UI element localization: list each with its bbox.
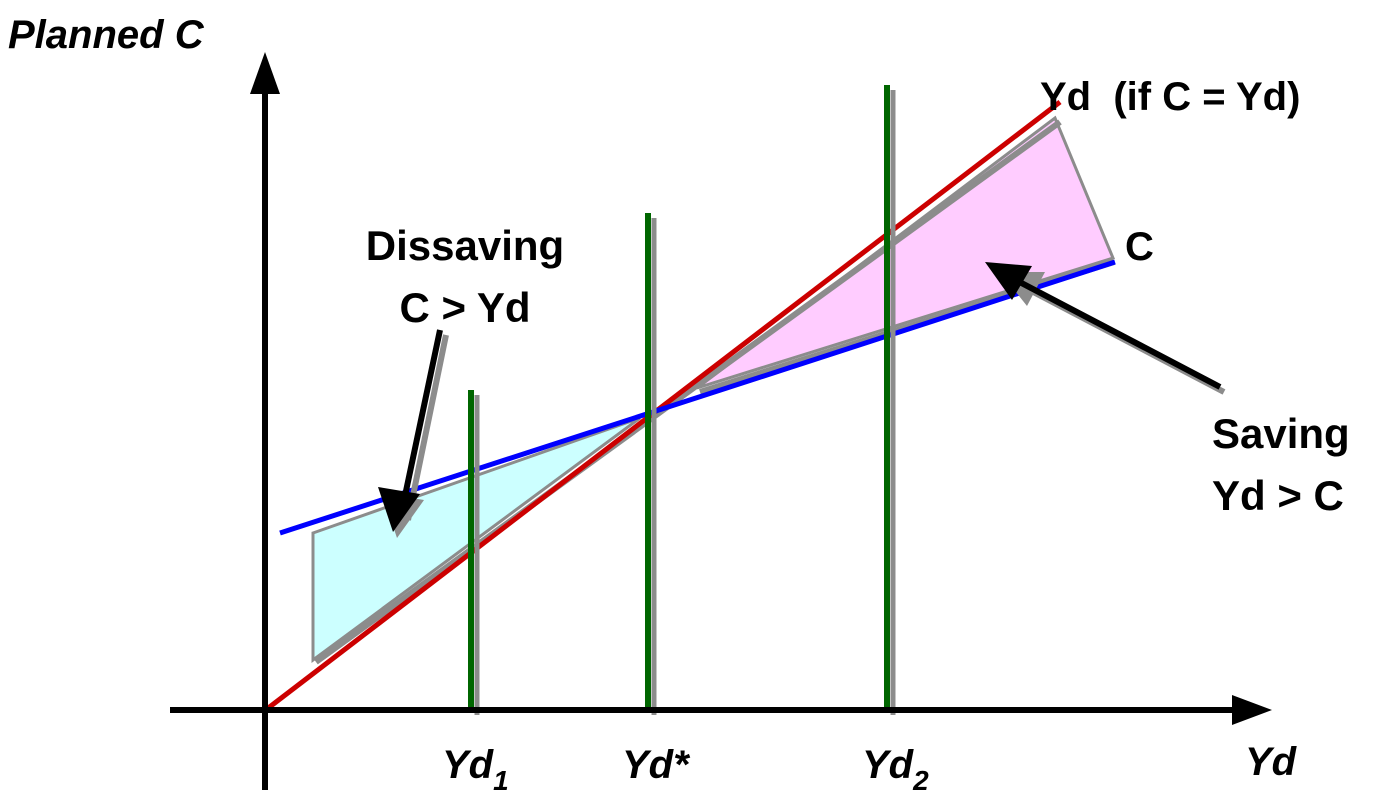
saving-pointer-arrow [985, 262, 1226, 395]
x-axis-label: Yd [1245, 740, 1298, 784]
y-axis-arrow-icon [250, 52, 280, 94]
income-line-label: Yd (if C = Yd) [1040, 75, 1300, 119]
marker-yd1 [468, 390, 480, 715]
dissaving-pointer-arrow [378, 329, 449, 538]
y-axis-label: Planned C [8, 13, 205, 57]
marker-yd-star [645, 213, 657, 715]
marker-yd1-label: Yd1 [442, 743, 509, 796]
saving-region [696, 115, 1116, 390]
saving-condition: Yd > C [1212, 472, 1344, 519]
consumption-line [279, 259, 1116, 536]
marker-yd2-label: Yd2 [862, 743, 929, 796]
x-axis-arrow-icon [1232, 695, 1272, 725]
dissaving-condition: C > Yd [399, 284, 530, 331]
dissaving-title: Dissaving [366, 222, 564, 269]
marker-yd-star-label: Yd* [622, 743, 691, 787]
marker-yd2 [884, 85, 896, 715]
saving-title: Saving [1212, 410, 1350, 457]
consumption-line-label: C [1125, 225, 1154, 269]
